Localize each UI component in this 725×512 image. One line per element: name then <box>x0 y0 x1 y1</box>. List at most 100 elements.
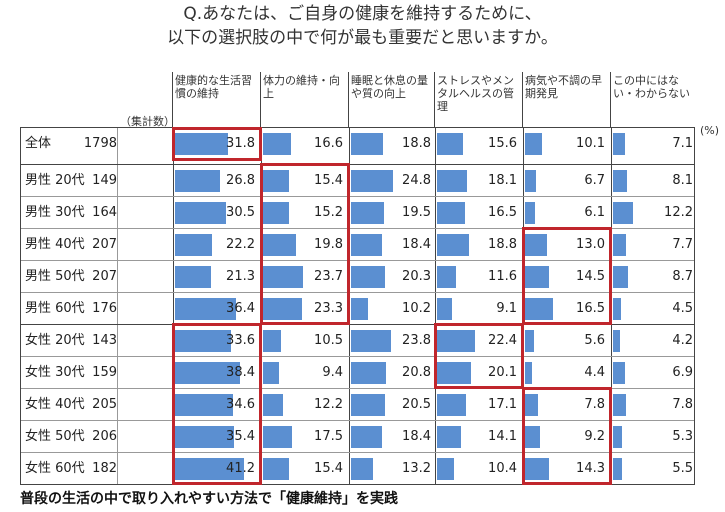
value-label: 16.5 <box>488 205 517 220</box>
row-count: 207 <box>92 237 117 252</box>
table-row: 女性 30代 159 38.4 9.4 20.8 20.1 4.4 6.9 <box>21 356 694 388</box>
value-label: 15.4 <box>314 173 343 188</box>
row-count: 143 <box>92 333 117 348</box>
row-label: 全体 <box>25 136 52 151</box>
value-label: 10.1 <box>576 136 605 151</box>
value-label: 13.2 <box>402 461 431 476</box>
value-bar <box>525 362 533 384</box>
value-label: 23.8 <box>402 333 431 348</box>
value-label: 30.5 <box>226 205 255 220</box>
value-label: 38.4 <box>226 365 255 380</box>
value-bar <box>351 202 384 224</box>
header-divider <box>172 72 173 127</box>
header-divider <box>348 72 349 127</box>
table-row: 男性 20代 149 26.8 15.4 24.8 18.1 6.7 8.1 <box>21 164 694 196</box>
row-count: 207 <box>92 269 117 284</box>
table-row: 女性 20代 143 33.6 10.5 23.8 22.4 5.6 4.2 <box>21 324 694 356</box>
value-bar <box>613 234 626 256</box>
value-label: 22.4 <box>488 333 517 348</box>
value-bar <box>525 298 553 320</box>
value-label: 14.1 <box>488 429 517 444</box>
value-label: 14.3 <box>576 461 605 476</box>
value-label: 8.1 <box>672 173 693 188</box>
value-label: 10.2 <box>402 301 431 316</box>
column-divider <box>117 128 118 484</box>
value-label: 18.8 <box>402 136 431 151</box>
value-bar <box>525 170 537 192</box>
table-row: 男性 40代 207 22.2 19.8 18.4 18.8 13.0 7.7 <box>21 228 694 260</box>
value-bar <box>437 133 464 155</box>
value-bar <box>613 330 621 352</box>
value-bar <box>437 458 455 480</box>
table-row: 男性 50代 207 21.3 23.7 20.3 11.6 14.5 8.7 <box>21 260 694 292</box>
value-label: 20.1 <box>488 365 517 380</box>
question-line-2: 以下の選択肢の中で何が最も重要だと思いますか。 <box>167 28 558 48</box>
value-bar <box>351 170 393 192</box>
value-bar <box>175 298 237 320</box>
value-bar <box>437 170 468 192</box>
value-label: 21.3 <box>226 269 255 284</box>
value-bar <box>175 266 211 288</box>
value-label: 8.7 <box>672 269 693 284</box>
value-bar <box>263 133 291 155</box>
value-bar <box>525 266 550 288</box>
value-bar <box>613 170 627 192</box>
value-label: 5.6 <box>584 333 605 348</box>
column-header: 体力の維持・向上 <box>263 74 340 100</box>
value-label: 17.5 <box>314 429 343 444</box>
value-bar <box>263 458 289 480</box>
value-bar <box>175 458 245 480</box>
value-bar <box>351 298 369 320</box>
table-row: 女性 40代 205 34.6 12.2 20.5 17.1 7.8 7.8 <box>21 388 694 420</box>
value-label: 18.8 <box>488 237 517 252</box>
value-bar <box>175 202 227 224</box>
value-label: 35.4 <box>226 429 255 444</box>
value-bar <box>525 202 536 224</box>
value-bar <box>613 458 623 480</box>
value-bar <box>613 362 625 384</box>
column-header: 健康的な生活習慣の維持 <box>175 74 252 100</box>
value-label: 10.4 <box>488 461 517 476</box>
row-label: 男性 50代 <box>25 269 85 284</box>
column-divider <box>435 128 436 484</box>
value-label: 15.2 <box>314 205 343 220</box>
value-label: 4.5 <box>672 301 693 316</box>
value-bar <box>437 234 469 256</box>
data-table: 全体 1798 31.8 16.6 18.8 15.6 10.1 7.1 男性 20代 149 26… <box>20 127 695 485</box>
value-bar <box>263 266 303 288</box>
value-bar <box>613 298 621 320</box>
value-bar <box>525 426 541 448</box>
value-label: 34.6 <box>226 397 255 412</box>
value-label: 6.9 <box>672 365 693 380</box>
row-count: 176 <box>92 301 117 316</box>
value-label: 6.1 <box>584 205 605 220</box>
value-bar <box>175 362 240 384</box>
value-label: 18.1 <box>488 173 517 188</box>
value-bar <box>613 133 625 155</box>
row-count: 149 <box>92 173 117 188</box>
value-bar <box>351 133 383 155</box>
row-label: 女性 30代 <box>25 365 85 380</box>
table-row: 女性 60代 182 41.2 15.4 13.2 10.4 14.3 5.5 <box>21 452 694 484</box>
value-bar <box>613 426 622 448</box>
value-bar <box>437 394 466 416</box>
row-label: 男性 30代 <box>25 205 85 220</box>
row-count: 182 <box>92 461 117 476</box>
row-label: 男性 60代 <box>25 301 85 316</box>
value-bar <box>263 202 289 224</box>
value-label: 9.4 <box>322 365 343 380</box>
value-bar <box>437 266 457 288</box>
footer-caption: 普段の生活の中で取り入れやすい方法で「健康維持」を実践 <box>20 491 398 507</box>
value-label: 16.6 <box>314 136 343 151</box>
value-bar <box>351 362 386 384</box>
row-count: 1798 <box>83 136 117 151</box>
value-label: 14.5 <box>576 269 605 284</box>
value-label: 22.2 <box>226 237 255 252</box>
row-label: 女性 60代 <box>25 461 85 476</box>
value-label: 12.2 <box>664 205 693 220</box>
value-label: 7.1 <box>672 136 693 151</box>
value-label: 24.8 <box>402 173 431 188</box>
column-divider <box>173 128 174 484</box>
row-label: 男性 20代 <box>25 173 85 188</box>
value-bar <box>437 330 475 352</box>
